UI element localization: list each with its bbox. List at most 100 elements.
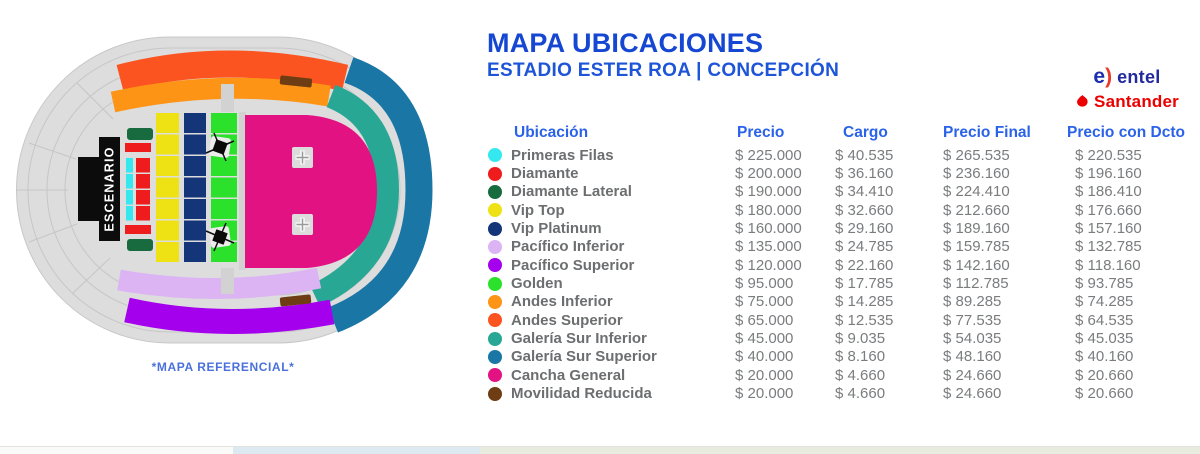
table-row-andes_superior: Andes Superior $ 65.000 $ 12.535 $ 77.535 $ … <box>482 311 1200 329</box>
section-name: Movilidad Reducida <box>511 385 652 403</box>
precio-final-value: $ 112.785 <box>943 275 1009 293</box>
price-table: Ubicación Precio Cargo Precio Final Prec… <box>482 119 1200 403</box>
precio-final-value: $ 265.535 <box>943 146 1010 164</box>
precio-dcto-value: $ 45.035 <box>1075 330 1134 348</box>
stage-label: ESCENARIO <box>102 146 116 231</box>
entel-logo-text: entel <box>1117 67 1161 87</box>
map-section-vip-platinum <box>184 113 206 262</box>
table-row-diamante: Diamante $ 200.000 $ 36.160 $ 236.160 $ 196.… <box>482 164 1200 182</box>
section-name: Diamante Lateral <box>511 183 632 201</box>
table-header-row: Ubicación Precio Cargo Precio Final Prec… <box>482 119 1200 146</box>
section-name: Primeras Filas <box>511 146 614 164</box>
precio-final-value: $ 24.660 <box>943 385 1002 403</box>
field-corridors <box>221 84 246 294</box>
camera-platform-icon <box>292 147 313 168</box>
section-name: Galería Sur Inferior <box>511 330 647 348</box>
section-color-dot <box>488 239 502 254</box>
cargo-value: $ 34.410 <box>835 183 894 201</box>
section-name: Galería Sur Superior <box>511 348 657 366</box>
precio-value: $ 20.000 <box>735 385 794 403</box>
precio-dcto-value: $ 64.535 <box>1075 311 1134 329</box>
cargo-value: $ 14.285 <box>835 293 894 311</box>
precio-final-value: $ 159.785 <box>943 238 1010 256</box>
section-color-dot <box>488 258 502 273</box>
table-row-golden: Golden $ 95.000 $ 17.785 $ 112.785 $ 93.785 <box>482 274 1200 292</box>
section-color-dot <box>488 276 502 291</box>
table-row-cancha_general: Cancha General $ 20.000 $ 4.660 $ 24.660 $ 2… <box>482 366 1200 384</box>
section-color-dot <box>488 313 502 328</box>
table-row-vip_top: Vip Top $ 180.000 $ 32.660 $ 212.660 $ 176.6… <box>482 201 1200 219</box>
section-cell: Pacífico Superior <box>482 257 735 274</box>
map-section-golden <box>211 113 237 262</box>
section-cell: Pacífico Inferior <box>482 238 735 255</box>
table-row-andes_inferior: Andes Inferior $ 75.000 $ 14.285 $ 89.285 $ … <box>482 293 1200 311</box>
column-header-cargo: Cargo <box>843 123 888 141</box>
section-name: Cancha General <box>511 366 626 384</box>
section-name: Vip Top <box>511 201 565 219</box>
column-header-precio-con-dcto: Precio con Dcto <box>1067 123 1185 141</box>
table-row-pacifico_inferior: Pacífico Inferior $ 135.000 $ 24.785 $ 159.… <box>482 238 1200 256</box>
section-cell: Andes Inferior <box>482 293 735 310</box>
column-header-precio-final: Precio Final <box>943 123 1031 141</box>
cargo-value: $ 4.660 <box>835 366 886 384</box>
table-row-movilidad_reducida: Movilidad Reducida $ 20.000 $ 4.660 $ 24.66… <box>482 384 1200 402</box>
precio-final-value: $ 142.160 <box>943 256 1010 274</box>
precio-final-value: $ 212.660 <box>943 201 1010 219</box>
bottom-strip-segment <box>233 447 480 454</box>
map-section-cancha-general <box>245 115 377 268</box>
tower-icon <box>205 222 235 252</box>
map-caption: *MAPA REFERENCIAL* <box>151 360 295 374</box>
precio-value: $ 190.000 <box>735 183 802 201</box>
table-row-galeria_sur_superior: Galería Sur Superior $ 40.000 $ 8.160 $ 48.… <box>482 348 1200 366</box>
table-row-galeria_sur_inferior: Galería Sur Inferior $ 45.000 $ 9.035 $ 54.… <box>482 329 1200 347</box>
column-header-precio: Precio <box>737 123 785 141</box>
map-section-andes-superior <box>116 50 349 92</box>
map-section-primeras-filas <box>126 158 133 221</box>
table-row-vip_platinum: Vip Platinum $ 160.000 $ 29.160 $ 189.160 $ … <box>482 219 1200 237</box>
section-cell: Golden <box>482 275 735 292</box>
precio-value: $ 225.000 <box>735 146 802 164</box>
section-cell: Andes Superior <box>482 312 735 329</box>
bottom-edge-strip <box>0 446 1200 454</box>
cargo-value: $ 32.660 <box>835 201 894 219</box>
section-color-dot <box>488 368 502 383</box>
map-section-galeria-sur-superior <box>327 57 433 333</box>
map-section-galeria-sur-inferior <box>309 84 400 307</box>
cargo-value: $ 29.160 <box>835 220 894 238</box>
precio-value: $ 135.000 <box>735 238 802 256</box>
stadium-map: ESCENARIO <box>16 36 433 344</box>
precio-dcto-value: $ 40.160 <box>1075 348 1134 366</box>
map-section-diamante <box>125 143 151 234</box>
section-cell: Movilidad Reducida <box>482 385 735 402</box>
precio-value: $ 95.000 <box>735 275 794 293</box>
map-section-movilidad-reducida-bottom <box>279 294 312 307</box>
precio-final-value: $ 89.285 <box>943 293 1002 311</box>
cargo-value: $ 9.035 <box>835 330 886 348</box>
entel-logo: e) entel <box>1056 64 1198 89</box>
section-color-dot <box>488 221 502 236</box>
precio-dcto-value: $ 196.160 <box>1075 165 1142 183</box>
precio-final-value: $ 48.160 <box>943 348 1002 366</box>
precio-dcto-value: $ 74.285 <box>1075 293 1134 311</box>
map-section-movilidad-reducida-top <box>279 75 313 88</box>
stand-divider-lines <box>17 82 114 295</box>
section-cell: Diamante <box>482 165 735 182</box>
section-cell: Galería Sur Superior <box>482 348 735 365</box>
precio-final-value: $ 77.535 <box>943 311 1002 329</box>
cargo-value: $ 12.535 <box>835 311 894 329</box>
section-color-dot <box>488 203 502 218</box>
section-name: Andes Superior <box>511 311 623 329</box>
section-name: Golden <box>511 275 563 293</box>
stage: ESCENARIO <box>78 137 120 241</box>
precio-value: $ 20.000 <box>735 366 794 384</box>
santander-logo: Santander <box>1056 90 1198 114</box>
map-section-pacifico-superior <box>124 297 335 335</box>
table-body: Primeras Filas $ 225.000 $ 40.535 $ 265.535… <box>482 146 1200 403</box>
section-cell: Cancha General <box>482 367 735 384</box>
table-row-pacifico_superior: Pacífico Superior $ 120.000 $ 22.160 $ 142.… <box>482 256 1200 274</box>
map-section-diamante-lateral <box>127 128 153 251</box>
precio-value: $ 160.000 <box>735 220 802 238</box>
section-color-dot <box>488 184 502 199</box>
map-section-pacifico-inferior <box>117 267 322 300</box>
santander-flame-icon <box>1077 95 1088 107</box>
